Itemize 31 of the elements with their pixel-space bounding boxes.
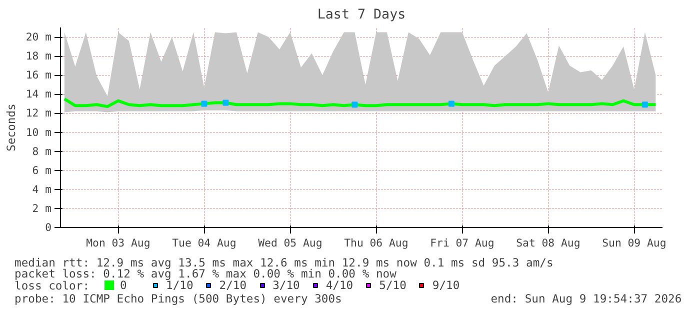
y-tick-label: 4 m: [32, 182, 52, 196]
y-tick-label: 6 m: [32, 164, 52, 177]
text: median rtt: 12.9 ms avg 13.5 ms max 12.6 ms min 12.9 ms now 0.1 ms sd 95.3 am/s: [14, 256, 554, 270]
y-tick-label: 16 m: [26, 68, 52, 82]
line-series: [62, 97, 658, 108]
y-tick-label: 12 m: [26, 106, 52, 120]
y-axis-title: Seconds: [4, 104, 18, 152]
legend-title: loss color:: [14, 278, 90, 292]
x-tick-label: Wed 05 Aug: [258, 236, 322, 250]
y-tick-label: 2 m: [32, 202, 52, 215]
y-tick-label: 20 m: [26, 30, 52, 44]
legend-label: 9/10: [432, 278, 460, 292]
x-tick-label: Sun 09 Aug: [602, 236, 666, 250]
text: end: Sun Aug 9 19:54:37 2026: [490, 292, 682, 306]
legend-label: 4/10: [326, 278, 354, 292]
legend-label: 2/10: [219, 278, 247, 292]
y-tick-label: 8 m: [32, 144, 52, 158]
y-tick-label: 18 m: [26, 50, 52, 63]
chart-title: Last 7 Days: [317, 8, 406, 22]
x-tick-label: Thu 06 Aug: [344, 236, 408, 250]
x-tick-label: Sat 08 Aug: [516, 236, 580, 250]
x-tick-label: Fri 07 Aug: [430, 236, 494, 250]
y-tick-label: 0: [45, 221, 52, 234]
y-tick-label: 10 m: [26, 126, 52, 139]
text: probe: 10 ICMP Echo Pings (500 Bytes) every 300s: [14, 292, 342, 306]
x-tick-label: Mon 03 Aug: [86, 236, 150, 250]
legend-label: 3/10: [272, 278, 300, 292]
legend-label: 5/10: [379, 278, 406, 292]
x-tick-label: Tue 04 Aug: [172, 236, 236, 250]
y-tick-label: 14 m: [26, 88, 52, 101]
legend-label: 0: [120, 278, 128, 292]
